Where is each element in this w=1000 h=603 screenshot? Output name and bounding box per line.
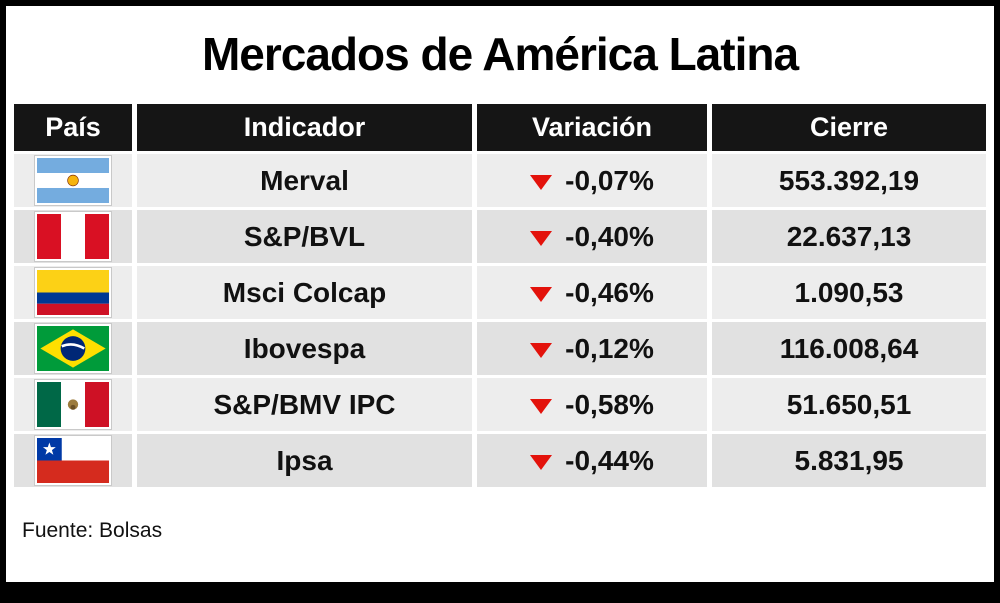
variation-value: -0,46% — [565, 276, 654, 308]
close-value: 116.008,64 — [712, 322, 986, 375]
flag-argentina-icon — [35, 156, 111, 205]
flag-cell — [14, 434, 132, 487]
close-value: 5.831,95 — [712, 434, 986, 487]
flag-cell — [14, 378, 132, 431]
variation-value: -0,12% — [565, 332, 654, 364]
down-arrow-icon — [530, 174, 553, 190]
close-value: 1.090,53 — [712, 266, 986, 319]
indicator-label: Ipsa — [137, 434, 472, 487]
flag-brazil-icon — [35, 324, 111, 373]
flag-chile-icon — [35, 436, 111, 485]
down-arrow-icon — [530, 286, 553, 302]
variation-value: -0,40% — [565, 220, 654, 252]
variation-value: -0,44% — [565, 444, 654, 476]
flag-mexico-icon — [35, 380, 111, 429]
indicator-label: Msci Colcap — [137, 266, 472, 319]
column-header-pais: País — [14, 104, 132, 151]
variation-value: -0,07% — [565, 164, 654, 196]
flag-cell — [14, 322, 132, 375]
down-arrow-icon — [530, 454, 553, 470]
flag-cell — [14, 154, 132, 207]
indicator-label: S&P/BVL — [137, 210, 472, 263]
flag-colombia-icon — [35, 268, 111, 317]
indicator-label: Merval — [137, 154, 472, 207]
column-header-variacion: Variación — [477, 104, 707, 151]
close-value: 51.650,51 — [712, 378, 986, 431]
markets-table: País Indicador Variación Cierre Merval -0… — [14, 104, 986, 487]
flag-peru-icon — [35, 212, 111, 261]
variation-cell: -0,46% — [477, 266, 707, 319]
variation-cell: -0,40% — [477, 210, 707, 263]
variation-cell: -0,44% — [477, 434, 707, 487]
page-title: Mercados de América Latina — [201, 28, 799, 80]
footer-bar — [6, 582, 994, 597]
down-arrow-icon — [530, 398, 553, 414]
variation-value: -0,58% — [565, 388, 654, 420]
indicator-label: S&P/BMV IPC — [137, 378, 472, 431]
indicator-label: Ibovespa — [137, 322, 472, 375]
variation-cell: -0,07% — [477, 154, 707, 207]
down-arrow-icon — [530, 230, 553, 246]
source-label: Fuente: Bolsas — [22, 519, 163, 542]
variation-cell: -0,12% — [477, 322, 707, 375]
down-arrow-icon — [530, 342, 553, 358]
close-value: 553.392,19 — [712, 154, 986, 207]
variation-cell: -0,58% — [477, 378, 707, 431]
column-header-cierre: Cierre — [712, 104, 986, 151]
flag-cell — [14, 266, 132, 319]
close-value: 22.637,13 — [712, 210, 986, 263]
column-header-indicador: Indicador — [137, 104, 472, 151]
flag-cell — [14, 210, 132, 263]
